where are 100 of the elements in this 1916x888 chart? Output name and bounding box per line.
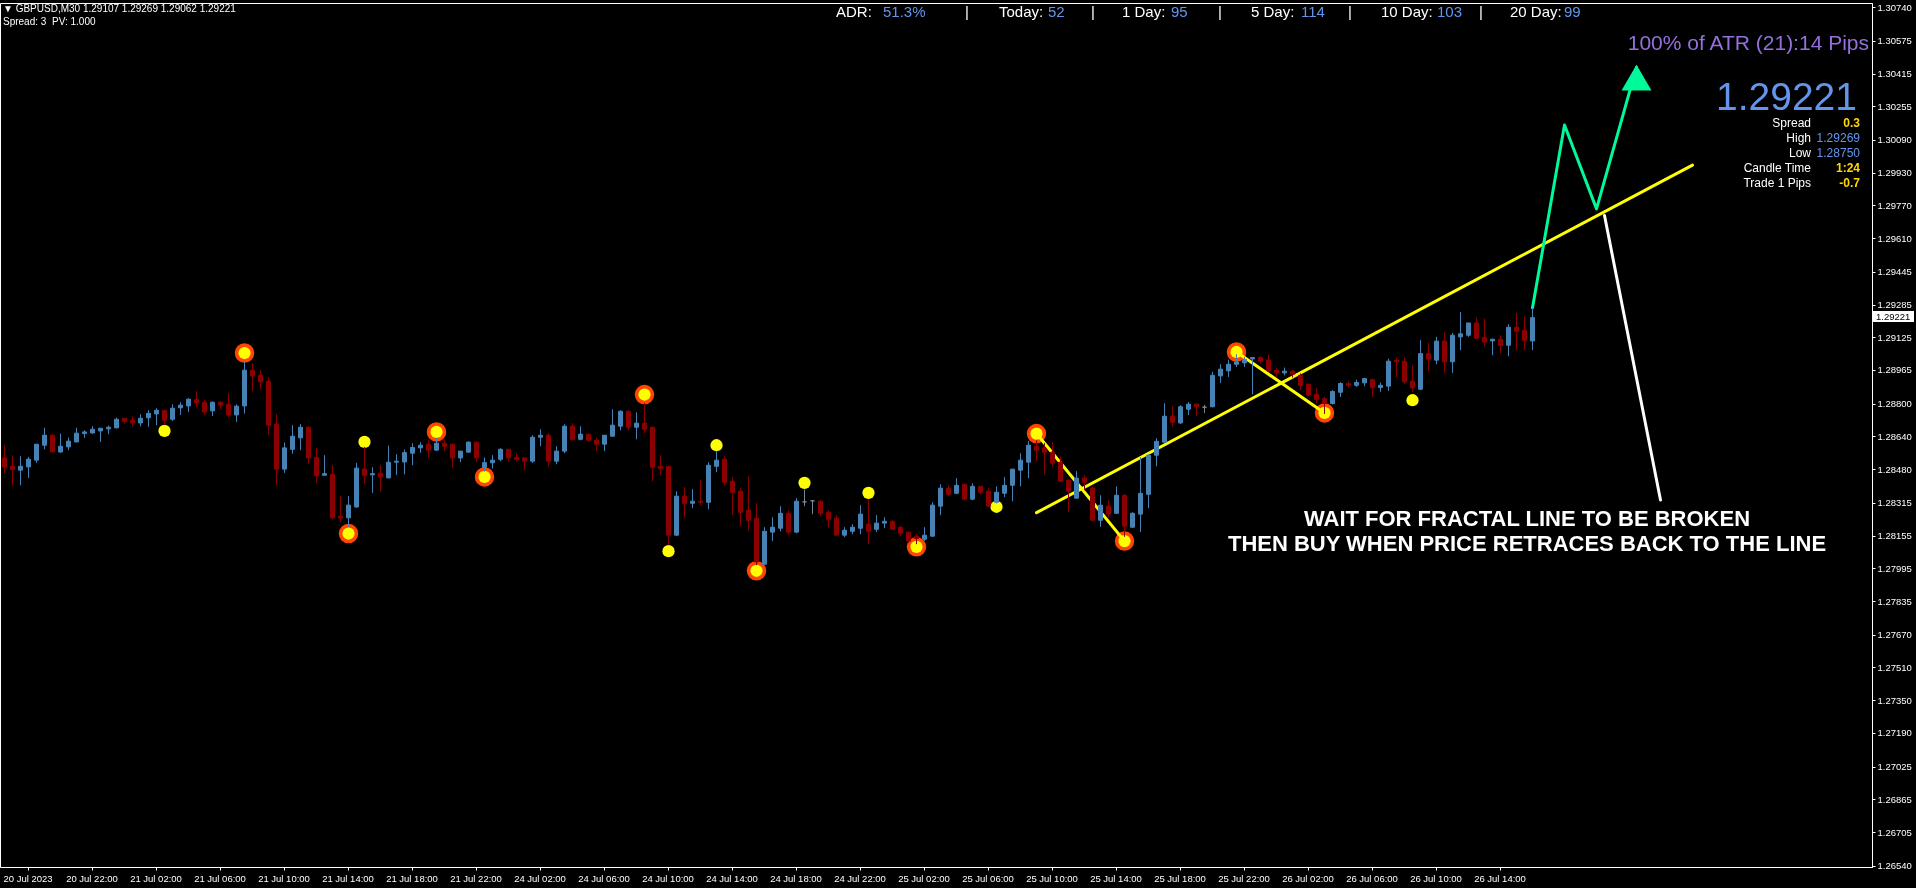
point (662, 545, 675, 558)
candlestick (1042, 442, 1047, 475)
annotation: Candle Time (1743, 160, 1812, 175)
annotation: 1.29269 (1816, 130, 1861, 145)
annotation: 103 (1437, 3, 1463, 20)
candlestick (658, 454, 663, 476)
annotation: | (1479, 3, 1483, 20)
annotation: Today: (999, 3, 1044, 20)
candlestick (1010, 468, 1015, 502)
candlestick (258, 369, 263, 390)
candlestick (250, 362, 255, 392)
candlestick (394, 453, 399, 476)
candlestick (298, 423, 303, 451)
candlestick (530, 434, 535, 464)
candlestick (778, 505, 783, 532)
candlestick (386, 445, 391, 479)
candlestick (1434, 336, 1439, 365)
annotation: ▼ GBPUSD,M30 1.29107 1.29269 1.29062 1.29221 (3, 3, 237, 14)
y-tick-label: 1.30575 (1877, 35, 1912, 47)
annotation: 51.3% (883, 3, 926, 20)
candlestick (1018, 452, 1023, 487)
candlestick (1426, 342, 1431, 372)
y-tick-label: 1.29610 (1877, 232, 1912, 244)
annotation: 100% of ATR (21):14 Pips (1627, 31, 1869, 54)
y-tick-label: 1.30090 (1877, 134, 1912, 146)
candlestick (1002, 476, 1007, 498)
candlestick (290, 424, 295, 455)
candlestick (618, 409, 623, 431)
candlestick (866, 498, 871, 545)
annotation: 20 Day: (1510, 3, 1562, 20)
y-tick-label: 1.28965 (1877, 364, 1912, 376)
candlestick (730, 476, 735, 516)
candlestick (1170, 405, 1175, 427)
x-tick-label: 21 Jul 02:00 (130, 872, 182, 884)
point (358, 435, 371, 449)
annotation: 99 (1564, 3, 1581, 20)
annotation: 95 (1171, 3, 1188, 20)
annotation: 1.29221 (1716, 75, 1857, 118)
candlestick (698, 479, 703, 506)
annotation: 1.28750 (1816, 145, 1861, 160)
candlestick (1154, 437, 1159, 467)
y-tick-label: 1.28640 (1877, 430, 1912, 442)
candlestick (722, 455, 727, 486)
x-tick-label: 20 Jul 2023 (3, 872, 53, 884)
y-tick-label: 1.29125 (1877, 331, 1912, 343)
candlestick (58, 433, 63, 454)
candlestick (314, 447, 319, 484)
candlestick (610, 408, 615, 437)
x-tick-label: 26 Jul 14:00 (1474, 872, 1526, 884)
y-tick-label: 1.30255 (1877, 100, 1912, 112)
y-tick-label: 1.29930 (1877, 167, 1912, 179)
annotation: Spread: 3 (3, 16, 47, 27)
candlestick (1498, 334, 1503, 355)
candlestick (1098, 494, 1103, 528)
candlestick (1410, 364, 1415, 393)
candlestick (18, 455, 23, 486)
y-tick-label: 1.27995 (1877, 562, 1912, 574)
candlestick (1066, 479, 1071, 513)
candlestick (362, 446, 367, 485)
x-tick-label: 24 Jul 14:00 (706, 872, 758, 884)
y-tick-label: 1.28315 (1877, 497, 1912, 509)
x-tick-label: 25 Jul 14:00 (1090, 872, 1142, 884)
annotation: Trade 1 Pips (1743, 175, 1811, 190)
y-tick-label: 1.29445 (1877, 266, 1912, 278)
candlestick (1522, 315, 1527, 351)
annotation: 1:24 (1835, 160, 1861, 175)
candlestick (1506, 323, 1511, 357)
candlestick (1138, 456, 1143, 533)
candlestick (738, 487, 743, 527)
candlestick (1114, 485, 1119, 515)
annotation: Spread (1772, 115, 1811, 130)
point (1406, 394, 1419, 407)
candlestick (42, 427, 47, 450)
y-tick-label: 1.27510 (1877, 661, 1912, 673)
y-tick-label: 1.27190 (1877, 727, 1912, 739)
x-tick-label: 25 Jul 02:00 (898, 872, 950, 884)
candlestick (786, 509, 791, 536)
x-tick-label: 21 Jul 06:00 (194, 872, 246, 884)
x-tick-label: 25 Jul 06:00 (962, 872, 1014, 884)
annotation: 0.3 (1843, 115, 1861, 130)
x-tick-label: 26 Jul 06:00 (1346, 872, 1398, 884)
annotation: -0.7 (1839, 175, 1861, 190)
x-tick-label: 20 Jul 22:00 (66, 872, 118, 884)
y-tick-label: 1.29770 (1877, 199, 1912, 211)
candlestick (378, 464, 383, 493)
annotation: 114 (1301, 3, 1325, 20)
x-tick-label: 25 Jul 22:00 (1218, 872, 1270, 884)
annotation: 5 Day: (1251, 3, 1295, 20)
y-tick-label: 1.27835 (1877, 595, 1912, 607)
candlestick (1458, 311, 1463, 351)
candlestick (1250, 356, 1255, 395)
text: 1.29221 (1876, 310, 1911, 322)
annotation: | (1348, 3, 1352, 20)
annotation: High (1786, 130, 1811, 145)
candlestick (2, 444, 7, 475)
annotation: Low (1788, 145, 1812, 160)
candlestick (1050, 441, 1055, 467)
x-tick-label: 26 Jul 02:00 (1282, 872, 1334, 884)
point (862, 486, 875, 499)
candlestick (1034, 439, 1039, 462)
